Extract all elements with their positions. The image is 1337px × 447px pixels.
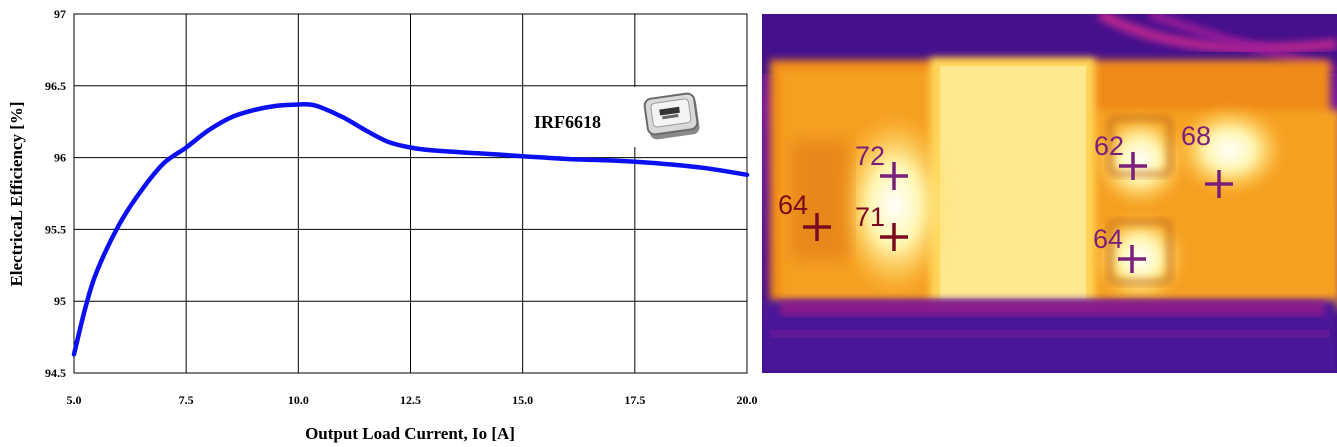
y-axis-ticks: 94.5 95 95.5 96 96.5 97	[45, 7, 66, 380]
annotation-label: IRF6618	[534, 112, 601, 132]
x-axis-title: Output Load Current, Io [A]	[305, 424, 515, 443]
marker-label: 62	[1094, 131, 1124, 161]
marker-label: 64	[778, 190, 808, 220]
x-tick-label: 20.0	[737, 393, 758, 407]
marker-label: 71	[855, 202, 885, 232]
marker-label: 72	[855, 141, 885, 171]
x-tick-label: 7.5	[179, 393, 194, 407]
grid	[74, 14, 747, 373]
x-tick-label: 10.0	[288, 393, 309, 407]
y-tick-label: 94.5	[45, 366, 66, 380]
thermal-image: 64 72 71 62 68 64	[762, 14, 1337, 373]
y-tick-label: 96.5	[45, 79, 66, 93]
x-tick-label: 15.0	[512, 393, 533, 407]
y-tick-label: 97	[54, 7, 66, 21]
efficiency-series-line	[71, 101, 750, 357]
y-tick-label: 95.5	[45, 222, 66, 236]
x-axis-ticks: 5.0 7.5 10.0 12.5 15.0 17.5 20.0	[67, 393, 758, 407]
x-tick-label: 17.5	[624, 393, 645, 407]
temperature-marker: 68	[1181, 121, 1233, 198]
temperature-marker: 62	[1094, 131, 1147, 180]
marker-label: 64	[1093, 224, 1123, 254]
marker-label: 68	[1181, 121, 1211, 151]
temperature-marker: 64	[778, 190, 831, 241]
temperature-marker: 71	[855, 202, 908, 251]
y-tick-label: 96	[54, 151, 66, 165]
annotation-backdrop	[528, 87, 744, 147]
temperature-marker: 64	[1093, 224, 1146, 273]
efficiency-chart: 94.5 95 95.5 96 96.5 97 5.0 7.5 10.0 12.5 15.0 17.…	[7, 7, 758, 443]
x-tick-label: 12.5	[400, 393, 421, 407]
chip-package-image	[643, 92, 700, 140]
y-axis-title: ElectricaL Efficiency [%]	[7, 101, 26, 286]
x-tick-label: 5.0	[67, 393, 82, 407]
y-tick-label: 95	[54, 294, 66, 308]
temperature-marker: 72	[855, 141, 908, 190]
